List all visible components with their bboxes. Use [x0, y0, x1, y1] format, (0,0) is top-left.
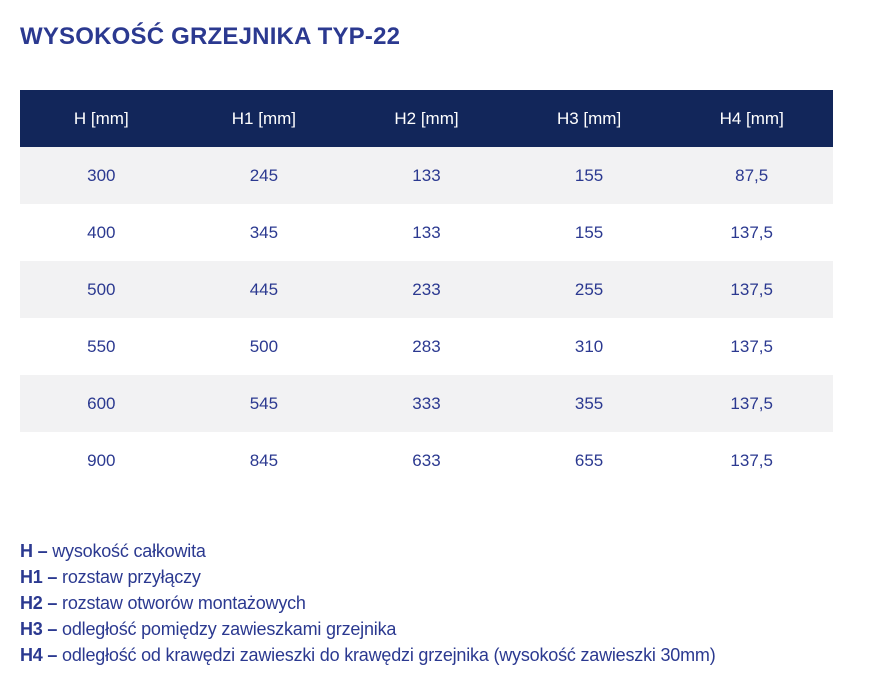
- table-cell: 333: [345, 375, 508, 432]
- column-header: H4 [mm]: [670, 90, 833, 147]
- radiator-height-table: H [mm] H1 [mm] H2 [mm] H3 [mm] H4 [mm] 300 24…: [20, 90, 833, 489]
- legend-item: H2 – rozstaw otworów montażowych: [20, 590, 716, 616]
- legend-definition: odległość od krawędzi zawieszki do krawę…: [62, 645, 716, 665]
- table-cell: 600: [20, 375, 183, 432]
- table-cell: 133: [345, 147, 508, 204]
- page-title: WYSOKOŚĆ GRZEJNIKA TYP-22: [20, 23, 401, 51]
- legend-item: H3 – odległość pomiędzy zawieszkami grze…: [20, 616, 716, 642]
- table-cell: 245: [182, 147, 346, 204]
- table-cell: 255: [507, 261, 671, 318]
- table-cell: 900: [20, 432, 183, 489]
- legend-definition: rozstaw przyłączy: [62, 567, 201, 587]
- table-cell: 155: [507, 147, 671, 204]
- table-cell: 137,5: [670, 318, 833, 375]
- legend-item: H4 – odległość od krawędzi zawieszki do …: [20, 642, 716, 668]
- table-body: 300 245 133 155 87,5 400 345 133 155 137,5 500 445 2…: [20, 147, 833, 489]
- table-cell: 655: [507, 432, 671, 489]
- table-cell: 310: [507, 318, 671, 375]
- legend: H – wysokość całkowita H1 – rozstaw przył…: [20, 538, 716, 668]
- legend-definition: wysokość całkowita: [52, 541, 206, 561]
- table-cell: 500: [182, 318, 346, 375]
- table-cell: 133: [345, 204, 508, 261]
- legend-term: H3 –: [20, 619, 58, 639]
- table-row: 400 345 133 155 137,5: [20, 204, 833, 261]
- table-row: 900 845 633 655 137,5: [20, 432, 833, 489]
- table-cell: 300: [20, 147, 183, 204]
- table-row: 550 500 283 310 137,5: [20, 318, 833, 375]
- legend-term: H1 –: [20, 567, 58, 587]
- table-cell: 550: [20, 318, 183, 375]
- table-row: 300 245 133 155 87,5: [20, 147, 833, 204]
- table-head: H [mm] H1 [mm] H2 [mm] H3 [mm] H4 [mm]: [20, 90, 833, 147]
- table-cell: 500: [20, 261, 183, 318]
- table-cell: 345: [182, 204, 346, 261]
- table-cell: 545: [182, 375, 346, 432]
- table-cell: 283: [345, 318, 508, 375]
- table-row: 600 545 333 355 137,5: [20, 375, 833, 432]
- table-cell: 355: [507, 375, 671, 432]
- legend-item: H – wysokość całkowita: [20, 538, 716, 564]
- table-cell: 633: [345, 432, 508, 489]
- column-header: H2 [mm]: [345, 90, 508, 147]
- table-cell: 155: [507, 204, 671, 261]
- table-cell: 137,5: [670, 204, 833, 261]
- table-cell: 137,5: [670, 432, 833, 489]
- legend-term: H2 –: [20, 593, 58, 613]
- table-cell: 445: [182, 261, 346, 318]
- table-cell: 137,5: [670, 375, 833, 432]
- table-cell: 845: [182, 432, 346, 489]
- table-cell: 87,5: [670, 147, 833, 204]
- table-header-row: H [mm] H1 [mm] H2 [mm] H3 [mm] H4 [mm]: [20, 90, 833, 147]
- legend-term: H4 –: [20, 645, 58, 665]
- legend-item: H1 – rozstaw przyłączy: [20, 564, 716, 590]
- legend-definition: odległość pomiędzy zawieszkami grzejnika: [62, 619, 397, 639]
- legend-definition: rozstaw otworów montażowych: [62, 593, 306, 613]
- table-row: 500 445 233 255 137,5: [20, 261, 833, 318]
- column-header: H1 [mm]: [182, 90, 346, 147]
- column-header: H [mm]: [20, 90, 183, 147]
- legend-term: H –: [20, 541, 48, 561]
- table-cell: 137,5: [670, 261, 833, 318]
- column-header: H3 [mm]: [507, 90, 671, 147]
- table-cell: 400: [20, 204, 183, 261]
- table-cell: 233: [345, 261, 508, 318]
